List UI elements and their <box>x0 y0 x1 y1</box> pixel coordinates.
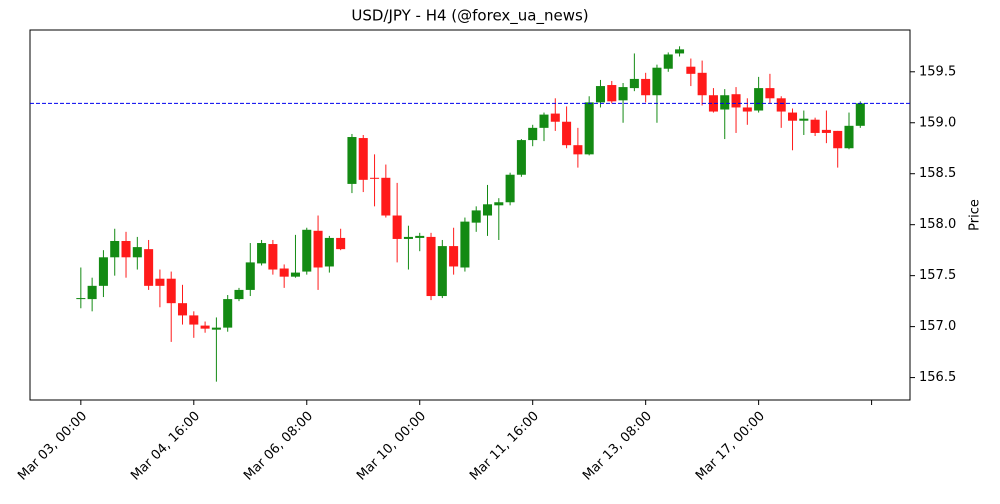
y-tick-label: 158.5 <box>919 166 956 181</box>
candle-body <box>562 121 572 146</box>
candle-body <box>595 86 605 103</box>
candle-body <box>223 299 233 328</box>
candle-body <box>821 129 831 133</box>
candle-body <box>336 237 346 250</box>
candle-body <box>516 140 526 175</box>
candle-body <box>720 95 730 110</box>
candle-body <box>132 247 142 258</box>
candle-body <box>324 237 334 267</box>
candle-body <box>708 95 718 112</box>
candle-body <box>200 325 210 329</box>
candle-body <box>787 112 798 121</box>
candle-body <box>697 72 707 96</box>
candle-body <box>482 204 493 216</box>
candle-body <box>302 229 312 272</box>
y-axis-label: Price <box>968 199 983 231</box>
candle-body <box>742 107 752 112</box>
candle-body <box>290 272 300 277</box>
candle-body <box>641 78 651 96</box>
candle-body <box>652 67 662 96</box>
candle-body <box>189 315 199 325</box>
candle-body <box>279 268 289 277</box>
candle-body <box>110 240 120 258</box>
candle-body <box>177 303 188 316</box>
candle-body <box>584 102 594 155</box>
candle-body <box>539 114 549 128</box>
candle-body <box>663 54 673 69</box>
candle-body <box>76 298 86 300</box>
chart-title: USD/JPY - H4 (@forex_ua_news) <box>351 7 588 26</box>
candle-body <box>426 236 436 297</box>
candle-body <box>211 327 221 330</box>
candle-body <box>731 94 741 108</box>
candle-body <box>415 235 425 238</box>
y-tick-label: 156.5 <box>919 370 956 385</box>
candle-body <box>810 119 820 133</box>
y-tick-label: 157.5 <box>919 268 956 283</box>
candle-body <box>347 137 357 184</box>
candle-body <box>87 285 97 300</box>
plot-frame <box>29 29 911 401</box>
candle-body <box>449 246 459 267</box>
candle-body <box>257 243 267 264</box>
candle-body <box>765 88 775 99</box>
candle-body <box>607 85 617 102</box>
candle-body <box>370 177 380 179</box>
candle-body <box>155 278 165 286</box>
candle-body <box>799 118 809 121</box>
candle-body <box>505 174 515 203</box>
y-tick-label: 159.0 <box>919 115 956 130</box>
candle-body <box>268 244 278 270</box>
y-tick-label: 159.5 <box>919 64 956 79</box>
candle-body <box>245 262 255 290</box>
candle-body <box>144 249 154 286</box>
candle-body <box>494 202 504 206</box>
candle-body <box>629 78 639 89</box>
candle-body <box>686 66 696 74</box>
candle-body <box>550 113 560 122</box>
candle-body <box>471 210 481 223</box>
candle-body <box>98 257 108 286</box>
candle-body <box>358 138 368 180</box>
candle-body <box>776 98 786 112</box>
candle-body <box>403 236 413 239</box>
candle-body <box>618 87 628 101</box>
candle-body <box>855 103 865 126</box>
candle-body <box>121 240 131 258</box>
candle-body <box>460 221 470 268</box>
candle-body <box>573 145 583 155</box>
candle-body <box>833 130 843 149</box>
candle-body <box>754 88 764 111</box>
candle-body <box>166 278 176 304</box>
candle-body <box>392 215 402 239</box>
candle-body <box>844 125 854 149</box>
candle-body <box>234 289 244 300</box>
candle-body <box>313 230 323 268</box>
y-tick-label: 157.0 <box>919 319 956 334</box>
y-tick-label: 158.0 <box>919 217 956 232</box>
candle-body <box>528 127 538 141</box>
candle-body <box>675 49 685 54</box>
candle-body <box>437 246 447 297</box>
candle-body <box>381 177 391 216</box>
